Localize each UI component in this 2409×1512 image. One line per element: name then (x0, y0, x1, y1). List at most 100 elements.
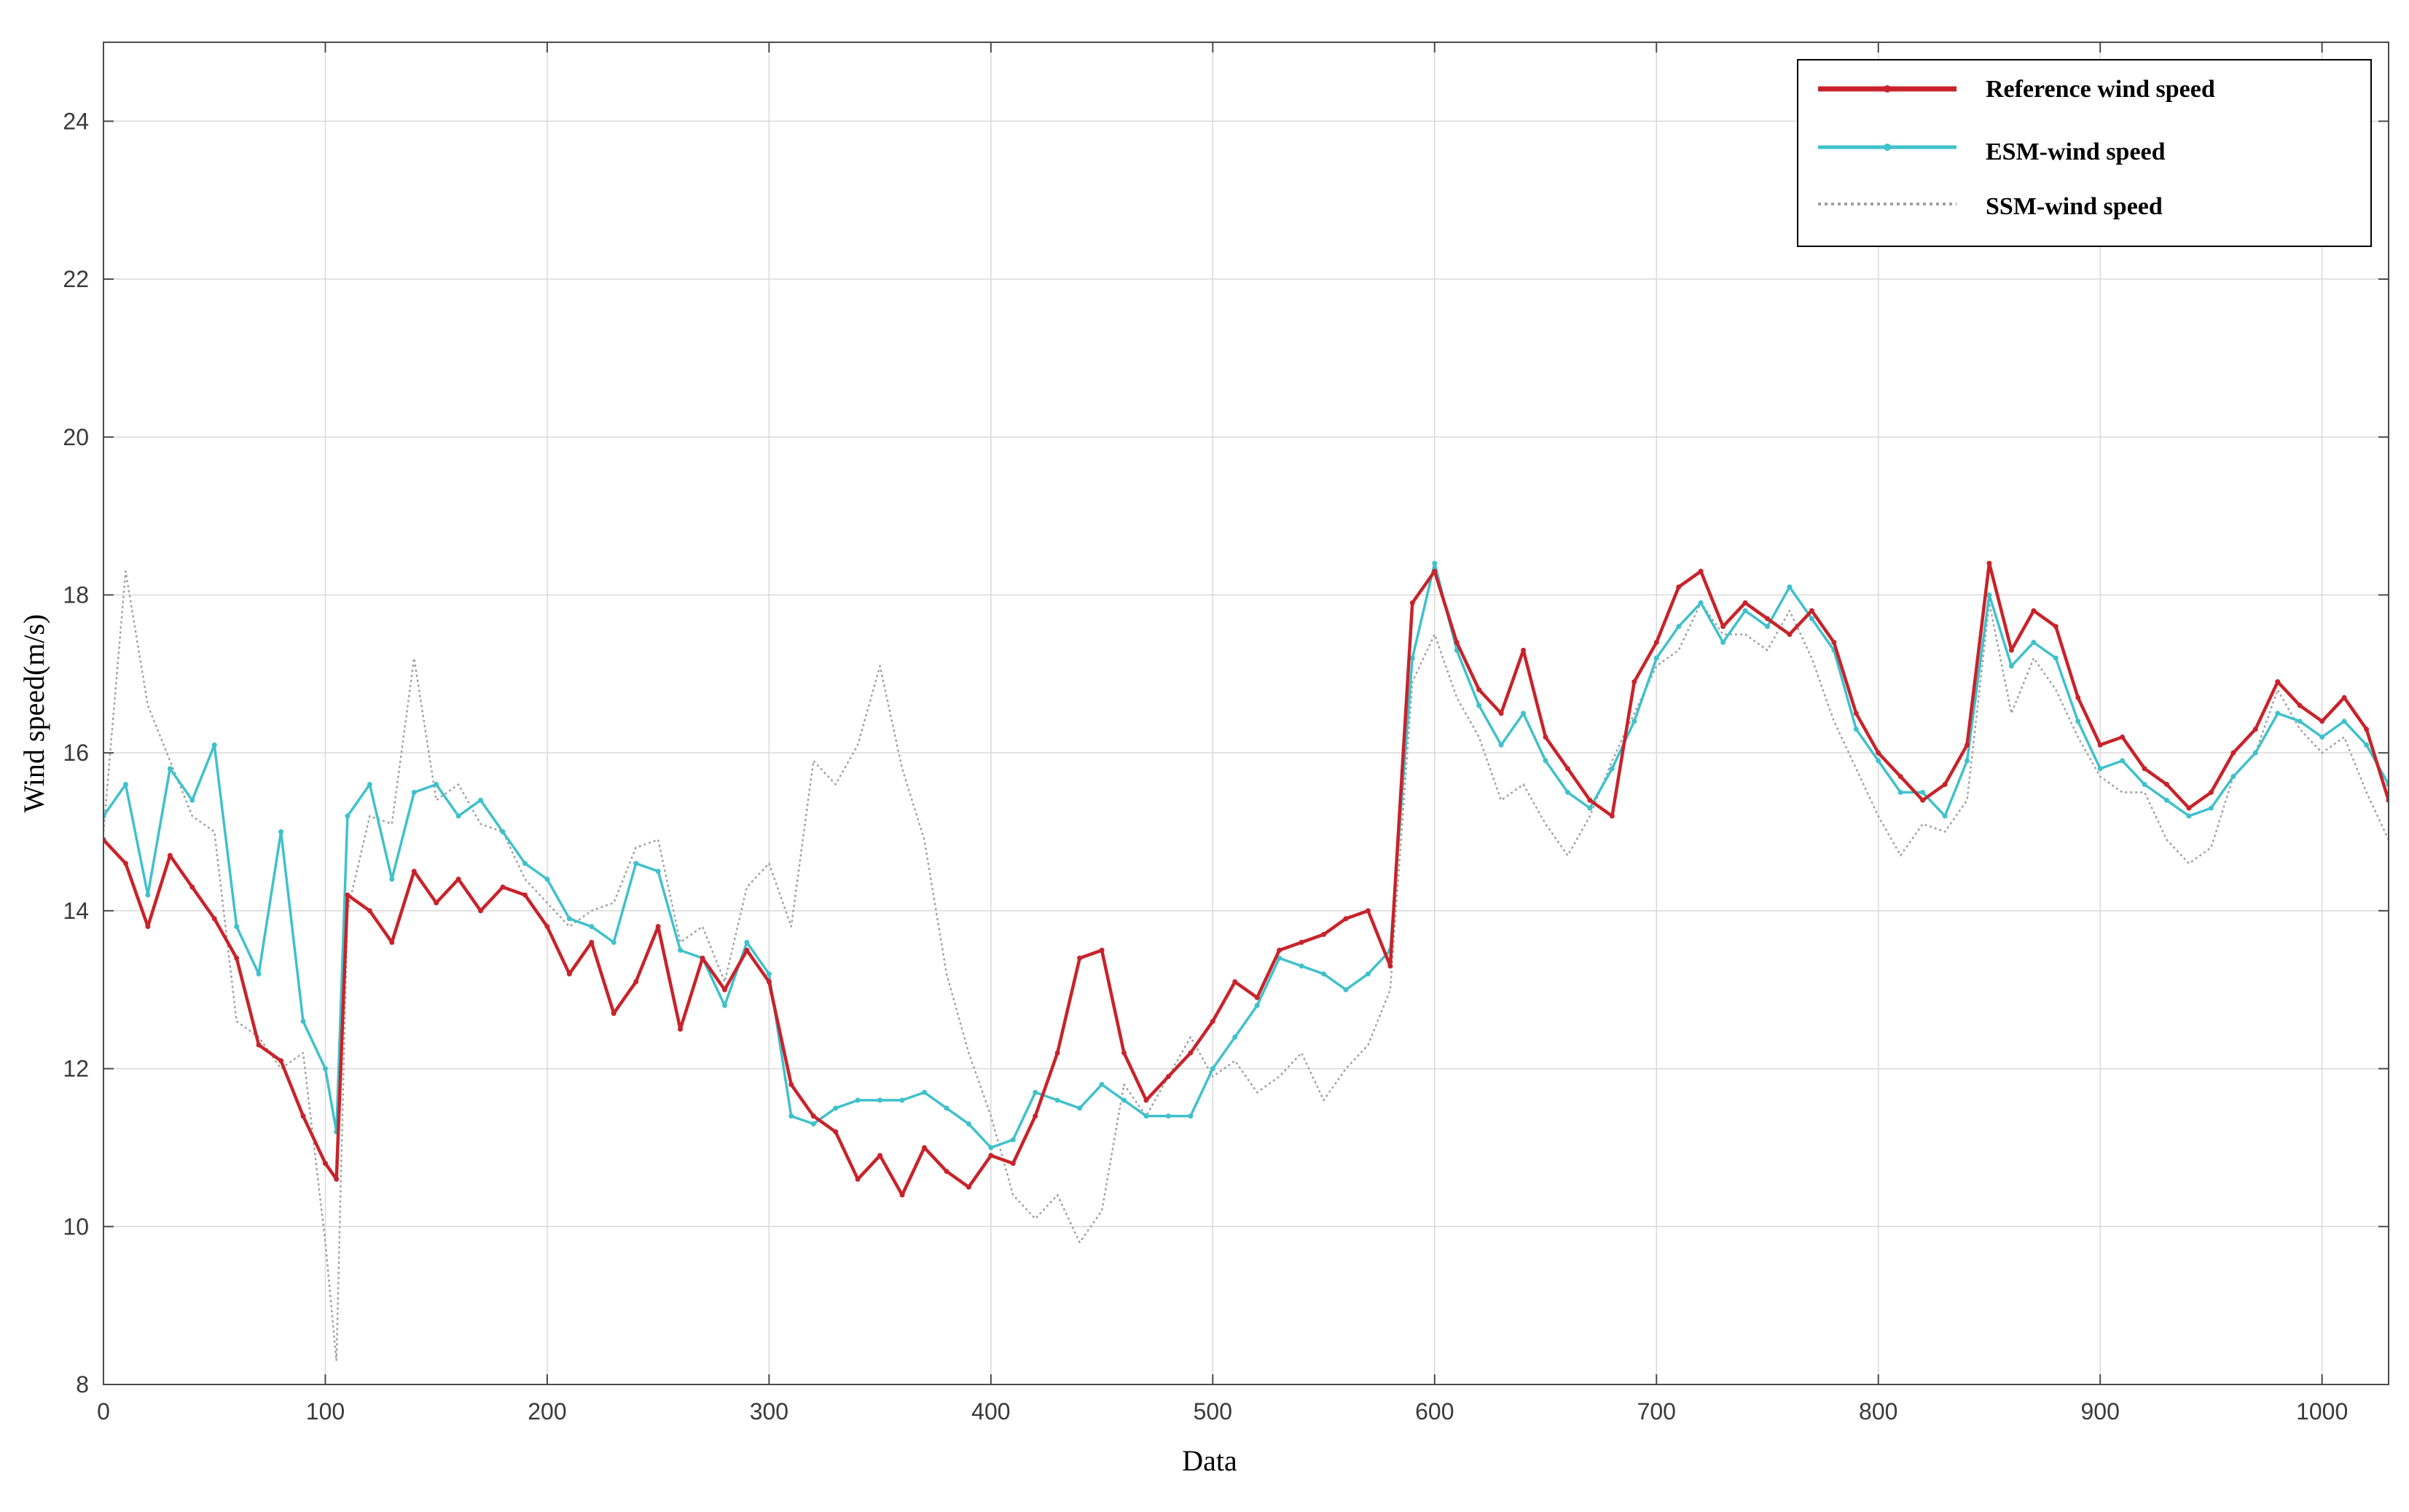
point-reference (1165, 1073, 1171, 1079)
point-reference (1720, 624, 1726, 630)
point-reference (1432, 568, 1438, 574)
point-reference (655, 924, 661, 930)
point-reference (1210, 1019, 1215, 1025)
y-tick-label: 12 (63, 1056, 89, 1082)
point-reference (965, 1184, 971, 1190)
point-reference (1609, 813, 1615, 819)
point-esm (965, 1121, 971, 1127)
x-tick-labels: 0 100 200 300 400 500 600 700 800 900 1000 (97, 1398, 2348, 1425)
x-tick-label: 300 (750, 1398, 788, 1425)
point-reference (1498, 710, 1504, 716)
y-tick-labels: 8 10 12 14 16 18 20 22 24 (63, 108, 89, 1398)
point-esm (2075, 718, 2081, 724)
point-reference (1698, 568, 1704, 574)
point-esm (633, 861, 639, 866)
point-esm (1298, 963, 1304, 969)
point-reference (1409, 600, 1415, 606)
point-reference (2230, 750, 2236, 756)
point-reference (2097, 742, 2103, 748)
point-reference (1521, 647, 1527, 653)
point-esm (2164, 797, 2170, 803)
point-reference (2186, 805, 2192, 811)
point-reference (1476, 686, 1482, 692)
point-reference (788, 1081, 794, 1087)
point-esm (1876, 758, 1881, 764)
point-esm (478, 797, 484, 803)
point-esm (1720, 639, 1726, 645)
point-reference (1454, 639, 1460, 645)
y-tick-label: 8 (76, 1371, 89, 1398)
point-esm (389, 877, 395, 882)
point-esm (1188, 1113, 1194, 1119)
point-esm (455, 813, 461, 819)
point-reference (2031, 608, 2037, 614)
x-tick-label: 400 (971, 1398, 1010, 1425)
point-esm (722, 1003, 728, 1008)
point-reference (1564, 766, 1570, 772)
point-esm (500, 829, 506, 835)
point-esm (855, 1097, 861, 1103)
point-esm (1521, 710, 1527, 716)
point-reference (544, 924, 550, 930)
point-esm (234, 924, 240, 930)
point-esm (1809, 616, 1814, 622)
point-esm (1698, 600, 1704, 606)
point-reference (810, 1113, 816, 1119)
point-reference (2142, 766, 2147, 772)
point-reference (522, 892, 528, 898)
point-reference (1876, 750, 1881, 756)
point-reference (1298, 939, 1304, 945)
x-tick-label: 0 (97, 1398, 110, 1425)
point-reference (234, 955, 240, 961)
point-esm (1543, 758, 1548, 764)
point-esm (655, 869, 661, 874)
point-esm (1054, 1097, 1060, 1103)
point-esm (1853, 726, 1859, 732)
point-reference (256, 1042, 262, 1048)
point-esm (2297, 718, 2303, 724)
point-reference (1387, 963, 1393, 969)
point-esm (1210, 1066, 1215, 1072)
point-esm (944, 1105, 949, 1111)
point-esm (1897, 789, 1903, 795)
point-reference (500, 884, 506, 890)
point-esm (2120, 758, 2126, 764)
point-esm (2008, 663, 2014, 669)
point-esm (434, 782, 439, 788)
legend-label-ssm: SSM-wind speed (1986, 193, 2163, 220)
y-tick-label: 16 (63, 740, 89, 766)
point-reference (1809, 608, 1814, 614)
point-esm (1010, 1137, 1016, 1143)
point-esm (766, 971, 772, 977)
point-esm (1143, 1113, 1149, 1119)
point-esm (1099, 1081, 1105, 1087)
point-reference (566, 971, 572, 977)
point-reference (1321, 931, 1327, 937)
x-axis-title: Data (1182, 1444, 1237, 1477)
point-esm (2252, 750, 2258, 756)
point-reference (589, 939, 595, 945)
point-reference (2364, 726, 2370, 732)
point-esm (810, 1121, 816, 1127)
point-esm (744, 939, 750, 945)
point-reference (189, 884, 195, 890)
point-esm (278, 829, 284, 835)
y-tick-label: 22 (63, 266, 89, 292)
point-esm (2186, 813, 2192, 819)
y-tick-label: 24 (63, 108, 89, 134)
point-esm (522, 861, 528, 866)
point-reference (211, 916, 217, 922)
x-tick-label: 1000 (2296, 1398, 2348, 1425)
point-reference (2297, 702, 2303, 708)
point-reference (2319, 718, 2325, 724)
point-reference (1587, 797, 1593, 803)
point-esm (1564, 789, 1570, 795)
point-esm (1254, 1003, 1260, 1008)
grid (103, 42, 2389, 1385)
point-reference (389, 939, 395, 945)
point-esm (411, 789, 417, 795)
point-esm (566, 916, 572, 922)
point-reference (345, 892, 350, 898)
point-esm (1476, 702, 1482, 708)
